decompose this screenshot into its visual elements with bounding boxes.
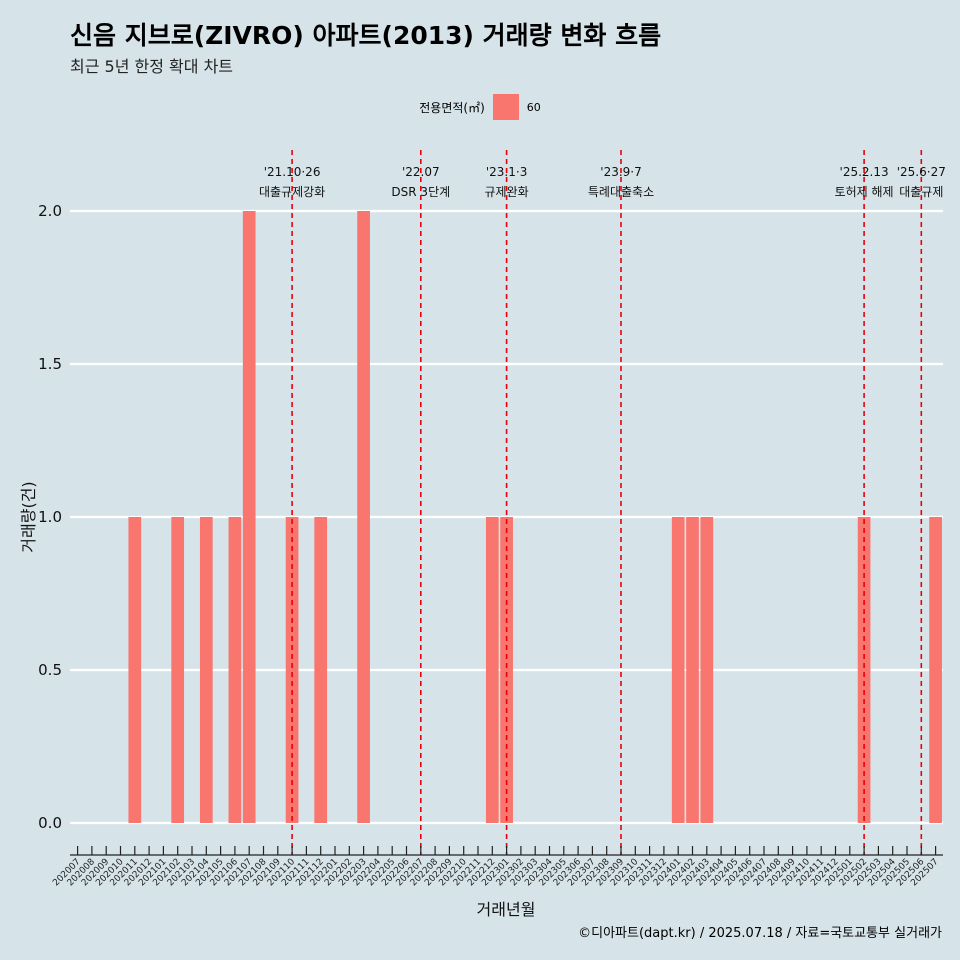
y-tick-label: 0.0 (38, 814, 62, 832)
event-name-label: 규제완화 (485, 185, 529, 199)
chart-subtitle: 최근 5년 한정 확대 차트 (70, 57, 234, 76)
bar (228, 517, 242, 823)
event-date-label: '25.2.13 (840, 165, 889, 179)
bar (929, 517, 942, 823)
event-date-label: '25.6·27 (897, 165, 946, 179)
bar (357, 211, 370, 823)
x-axis-title: 거래년월 (477, 900, 536, 919)
event-date-label: '23.9·7 (600, 165, 641, 179)
bar (671, 517, 685, 823)
legend-color-key (492, 94, 519, 120)
legend-label: 60 (526, 100, 541, 114)
y-tick-label: 1.5 (38, 355, 62, 373)
bar (857, 517, 871, 823)
event-name-label: 특례대출축소 (588, 185, 654, 199)
legend: 전용면적(㎡) 60 (0, 94, 960, 120)
y-tick-label: 2.0 (38, 202, 62, 220)
event-date-label: '22.07 (402, 165, 440, 179)
bar (500, 517, 513, 823)
chart-title: 신음 지브로(ZIVRO) 아파트(2013) 거래량 변화 흐름 (70, 21, 662, 50)
y-axis-title: 거래량(건) (19, 481, 38, 552)
bar (485, 517, 499, 823)
y-tick-label: 0.5 (38, 661, 62, 679)
event-name-label: DSR 3단계 (391, 185, 450, 199)
bar (171, 517, 185, 823)
bar (700, 517, 714, 823)
event-date-label: '23.1·3 (486, 165, 527, 179)
bar (314, 517, 328, 823)
bar (285, 517, 299, 823)
bar (199, 517, 213, 823)
bar (128, 517, 142, 823)
bar (242, 211, 256, 823)
source-caption: ©디아파트(dapt.kr) / 2025.07.18 / 자료=국토교통부 실… (578, 926, 942, 941)
legend-title: 전용면적(㎡) (419, 100, 485, 115)
y-tick-label: 1.0 (38, 508, 62, 526)
event-name-label: 토허제 해제 (835, 185, 894, 199)
event-date-label: '21.10·26 (264, 165, 321, 179)
event-name-label: 대출규제강화 (259, 185, 325, 199)
bar (686, 517, 699, 823)
event-name-label: 대출규제 (899, 185, 943, 199)
